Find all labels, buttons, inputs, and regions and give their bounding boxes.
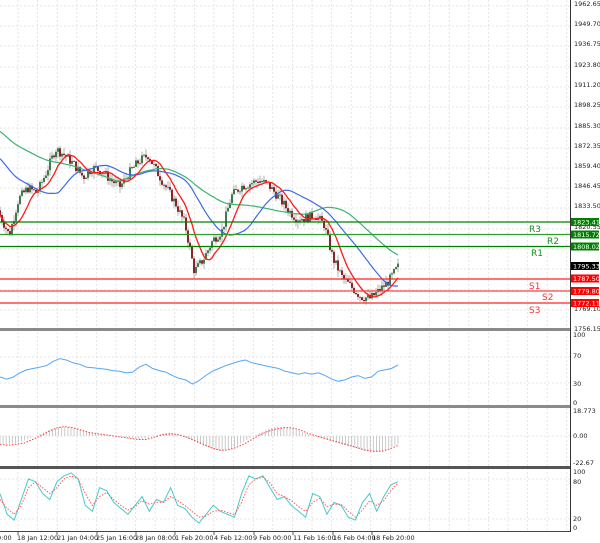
r2-price-tag: 1815.72 [571,230,600,239]
s1-price-tag: 1787.50 [571,274,600,283]
rsi-line [0,358,399,385]
r1-label: R1 [531,249,543,259]
rsi-tick: 70 [573,352,581,360]
macd-tick: 0.00 [573,432,587,440]
stochastic-d-line [0,475,399,518]
x-tick: 4 Feb 12:00 [214,534,253,542]
stoch-tick: 0 [573,524,577,532]
x-tick: 25 Jan 16:00 [96,534,137,542]
s2-price-tag: 1779.80 [571,287,600,296]
x-tick: 18 Feb 20:00 [372,534,415,542]
x-tick: 0:00 [0,534,12,542]
stoch-tick: 100 [573,468,585,476]
y-tick: 1923.80 [574,61,600,69]
svg-text:1772.11: 1772.11 [573,300,600,308]
macd-signal-line [0,426,399,452]
y-tick: 1756.15 [574,325,600,333]
ma-slow-line [0,130,399,256]
r1-price-tag: 1808.02 [571,242,600,251]
ma-medium-line [0,158,399,287]
y-tick: 1898.25 [574,101,600,109]
macd-histogram [0,426,399,453]
s1-label: S1 [529,282,540,292]
y-tick: 1769.10 [574,305,600,313]
current-price-tag: 1795.33 [571,262,600,271]
x-tick: 28 Jan 08:00 [135,534,176,542]
rsi-panel[interactable] [0,358,399,385]
x-tick: 18 Jan 12:00 [17,534,58,542]
macd-panel[interactable] [0,426,399,453]
y-tick: 1833.50 [574,202,600,210]
stochastic-panel[interactable] [0,472,399,524]
chart-grid [0,0,570,531]
x-tick: 21 Jan 04:00 [57,534,98,542]
x-tick: 1 Feb 20:00 [175,534,214,542]
stochastic-k-line [0,472,399,524]
ma-fast-line [0,154,399,298]
y-tick: 1911.20 [574,81,600,89]
svg-text:1823.41: 1823.41 [573,219,600,227]
stoch-tick: 80 [573,478,581,486]
svg-text:1779.80: 1779.80 [573,288,600,296]
y-tick: 1846.45 [574,182,600,190]
time-axis-labels: 0:00 18 Jan 12:00 21 Jan 04:00 25 Jan 16… [0,534,415,542]
y-tick: 1859.40 [574,162,600,170]
panel-separator-3[interactable] [0,466,570,469]
r3-price-tag: 1823.41 [571,218,600,227]
y-tick: 1949.70 [574,20,600,28]
s3-label: S3 [529,306,540,316]
price-panel[interactable]: R3 R2 R1 S1 S2 S3 [0,130,570,316]
rsi-tick: 0 [573,399,577,407]
svg-text:1787.50: 1787.50 [573,275,600,283]
y-tick: 1885.30 [574,122,600,130]
r2-label: R2 [547,237,559,247]
macd-tick: 18.773 [573,407,596,415]
s3-price-tag: 1772.11 [571,299,600,308]
x-tick: 9 Feb 00:00 [253,534,292,542]
rsi-tick: 100 [573,331,585,339]
time-axis[interactable] [17,532,373,535]
stoch-tick: 20 [573,515,581,523]
panel-separator-2[interactable] [0,405,570,408]
panel-separator-1[interactable] [0,328,570,331]
y-tick: 1962.65 [574,0,600,8]
price-axis[interactable]: 1962.65 1949.70 1936.75 1923.80 1911.20 … [571,0,600,532]
y-tick: 1872.35 [574,142,600,150]
x-tick: 16 Feb 04:00 [333,534,376,542]
s2-label: S2 [542,293,553,303]
y-tick: 1936.75 [574,40,600,48]
svg-text:1808.02: 1808.02 [573,243,600,251]
r3-label: R3 [529,225,541,235]
y-tick: 1820.55 [574,223,600,231]
svg-text:1795.33: 1795.33 [573,263,600,271]
macd-tick: -22.67 [573,459,594,467]
candlestick-series [0,145,399,305]
svg-text:1815.72: 1815.72 [573,231,600,239]
rsi-tick: 30 [573,380,581,388]
x-tick: 11 Feb 16:00 [293,534,336,542]
